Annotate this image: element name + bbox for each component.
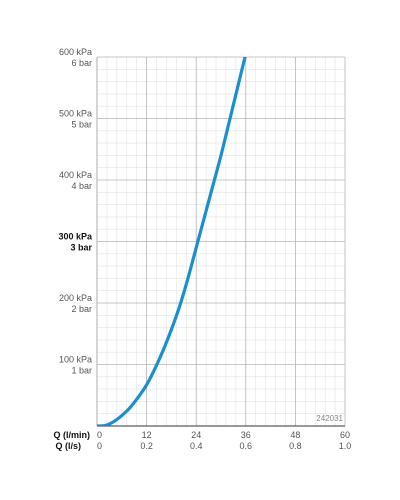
y-tick-label-kpa: 600 kPa (59, 47, 92, 57)
x-tick-label-lmin: 60 (340, 430, 350, 440)
x-tick-label-lmin: 12 (142, 430, 152, 440)
y-tick-label-kpa: 100 kPa (59, 355, 92, 365)
y-tick-label-bar: 6 bar (71, 58, 92, 68)
y-tick-label-kpa: 500 kPa (59, 109, 92, 119)
x-tick-label-lmin: 36 (241, 430, 251, 440)
x-tick-label-ls: 1.0 (339, 441, 352, 451)
y-tick-label-bar: 1 bar (71, 366, 92, 376)
x-axis-title-lmin: Q (l/min) (54, 430, 91, 440)
y-tick-label-bar: 2 bar (71, 304, 92, 314)
x-tick-label-ls: 0 (97, 441, 102, 451)
major-grid (96, 56, 346, 427)
x-axis-labels: 0 12 24 36 48 60 0 0.2 0.4 0.6 0.8 1.0 (97, 430, 351, 451)
series-layer (97, 57, 247, 426)
pressure-flow-curve (97, 57, 247, 426)
y-tick-label-kpa: 200 kPa (59, 293, 92, 303)
x-tick-label-ls: 0.4 (190, 441, 203, 451)
x-tick-label-lmin: 48 (290, 430, 300, 440)
y-tick-label-kpa: 400 kPa (59, 170, 92, 180)
x-tick-label-ls: 0.8 (289, 441, 302, 451)
y-tick-label-kpa: 300 kPa (58, 232, 93, 242)
y-tick-label-bar: 4 bar (71, 181, 92, 191)
x-tick-label-ls: 0.6 (240, 441, 253, 451)
y-tick-label-bar: 3 bar (70, 243, 92, 253)
x-tick-label-lmin: 24 (191, 430, 201, 440)
x-tick-label-lmin: 0 (97, 430, 102, 440)
x-axis-title-ls: Q (l/s) (55, 441, 81, 451)
y-tick-label-bar: 5 bar (71, 120, 92, 130)
reference-code: 242031 (316, 414, 343, 423)
x-tick-label-ls: 0.2 (140, 441, 153, 451)
